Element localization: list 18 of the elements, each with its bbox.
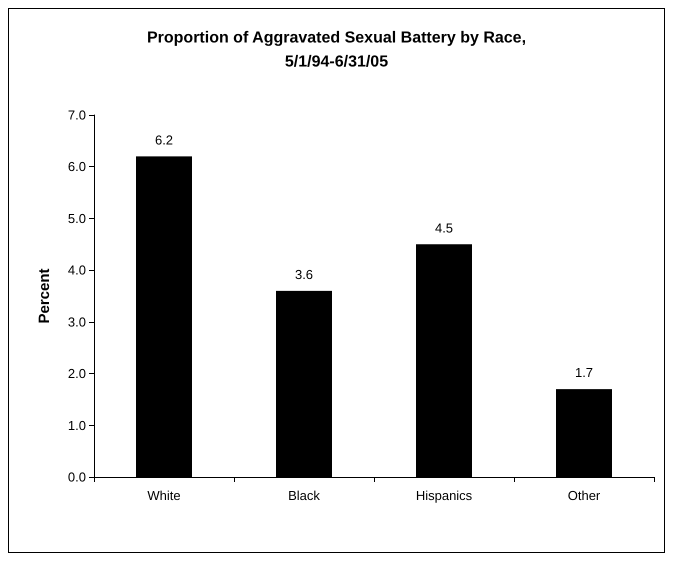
- y-tick-label: 2.0: [68, 366, 86, 382]
- y-tick-label: 5.0: [68, 210, 86, 226]
- y-tick-label: 3.0: [68, 314, 86, 330]
- chart-title: Proportion of Aggravated Sexual Battery by Race, 5/1/94-6/31/05: [146, 30, 526, 70]
- data-label: 4.5: [434, 220, 454, 236]
- data-label: 1.7: [574, 365, 594, 380]
- y-tick-label: 0.0: [68, 470, 86, 484]
- x-tick-label: White: [147, 488, 181, 503]
- data-label: 3.6: [294, 266, 314, 282]
- y-tick-label: 4.0: [68, 262, 86, 278]
- y-tick-label: 6.0: [68, 159, 86, 174]
- x-tick-label: Hispanics: [416, 488, 473, 503]
- y-axis-title: Percent: [36, 268, 53, 324]
- x-tick-label: Other: [568, 488, 601, 503]
- y-tick-label: 1.0: [68, 418, 86, 433]
- y-tick-label: 7.0: [68, 108, 86, 122]
- x-tick-label: Black: [288, 488, 320, 503]
- data-label: 6.2: [154, 132, 174, 148]
